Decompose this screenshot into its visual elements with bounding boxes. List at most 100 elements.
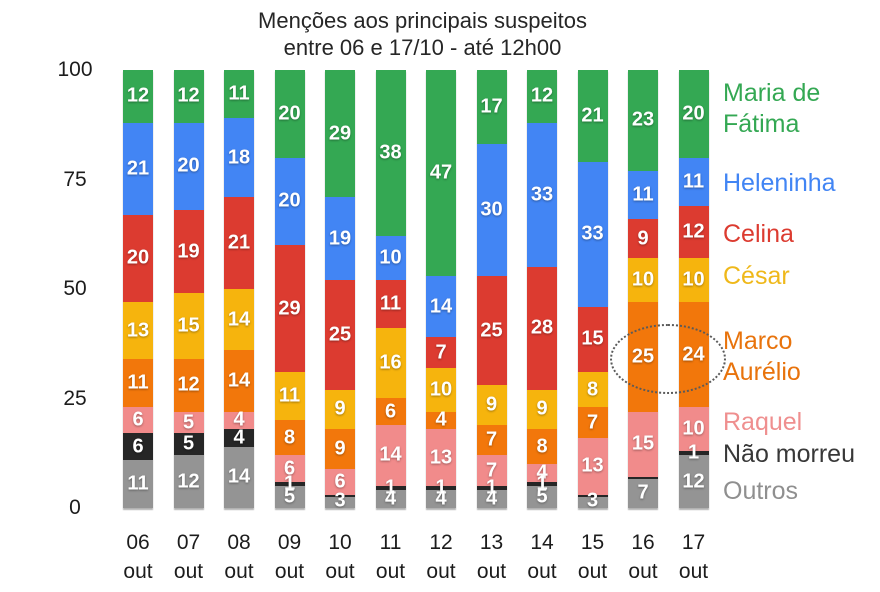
segment-marco-aurelio: 9 (325, 429, 355, 469)
segment-value-label: 10 (429, 378, 453, 401)
segment-cesar: 9 (476, 385, 507, 425)
bar-06-out: 12 21 20 13 11 6 6 11 (123, 70, 153, 508)
segment-value-label: 13 (126, 319, 150, 342)
segment-cesar: 10 (628, 258, 658, 303)
segment-value-label: 4 (384, 487, 397, 510)
segment-value-label: 10 (682, 417, 705, 440)
segment-value-label: 14 (227, 308, 251, 331)
segment-maria-de-fatima: 12 (173, 70, 204, 123)
segment-value-label: 17 (480, 95, 503, 118)
segment-maria-de-fatima: 47 (426, 70, 456, 276)
y-axis-tick-0: 0 (69, 496, 81, 519)
segment-raquel: 15 (628, 411, 658, 478)
segment-cesar: 16 (375, 328, 406, 399)
x-axis-label-12-out: 12 out (426, 531, 456, 583)
segment-marco-aurelio: 12 (173, 359, 204, 412)
segment-nao-morreu: 5 (173, 433, 204, 456)
y-axis-tick-75: 75 (63, 167, 87, 191)
segment-value-label: 11 (682, 170, 705, 193)
segment-value-label: 11 (379, 292, 402, 315)
x-axis-label-06-out: 06 out (123, 531, 153, 583)
segment-value-label: 21 (126, 157, 150, 180)
segment-celina: 29 (274, 245, 305, 373)
segment-celina: 25 (325, 280, 355, 390)
segment-cesar: 10 (426, 367, 456, 412)
segment-celina: 9 (628, 218, 658, 259)
segment-marco-aurelio: 8 (274, 420, 305, 456)
segment-marco-aurelio: 4 (426, 409, 456, 431)
segment-value-label: 6 (283, 457, 296, 480)
segment-value-label: 14 (379, 443, 402, 466)
bar-12-out: 47 14 7 10 4 13 1 4 (426, 70, 456, 510)
segment-celina: 7 (426, 337, 456, 368)
segment-value-label: 12 (126, 84, 150, 107)
segment-value-label: 4 (435, 487, 447, 510)
segment-heleninha: 21 (123, 122, 153, 215)
x-axis-label-11-out: 11 out (375, 531, 406, 583)
segment-value-label: 16 (379, 351, 402, 374)
segment-marco-aurelio: 7 (476, 424, 507, 456)
segment-value-label: 6 (384, 400, 397, 423)
segment-heleninha: 19 (325, 197, 355, 281)
segment-heleninha: 30 (476, 144, 507, 276)
bar-17-out: 20 11 12 10 24 10 1 12 (678, 70, 709, 508)
legend-item-raquel: Raquel (723, 408, 803, 436)
highlight-ellipse-annotation (610, 324, 726, 394)
segment-value-label: 11 (127, 371, 149, 394)
segment-value-label: 10 (682, 268, 705, 291)
segment-value-label: 9 (334, 437, 346, 460)
segment-nao-morreu: 6 (123, 433, 153, 460)
segment-outros: 7 (628, 477, 658, 508)
segment-value-label: 11 (632, 183, 654, 206)
segment-value-label: 7 (637, 481, 649, 504)
segment-value-label: 5 (283, 485, 296, 508)
bar-14-out: 12 33 28 9 8 4 1 5 (527, 70, 557, 508)
segment-value-label: 21 (227, 231, 251, 254)
segment-outros: 5 (274, 485, 305, 508)
x-axis-label-15-out: 15 out (577, 531, 608, 583)
segment-marco-aurelio: 8 (527, 429, 557, 465)
bar-13-out: 17 30 25 9 7 7 1 4 (476, 70, 507, 510)
segment-value-label: 9 (334, 397, 346, 420)
segment-value-label: 19 (328, 227, 352, 250)
segment-value-label: 7 (435, 341, 447, 363)
segment-cesar: 14 (224, 288, 254, 351)
segment-heleninha: 14 (426, 275, 456, 338)
legend-item-heleninha: Heleninha (723, 169, 836, 197)
segment-heleninha: 11 (678, 157, 709, 206)
segment-value-label: 11 (127, 472, 149, 495)
segment-value-label: 10 (631, 268, 655, 291)
segment-value-label: 6 (334, 470, 346, 493)
segment-value-label: 12 (682, 470, 705, 493)
segment-value-label: 21 (581, 104, 604, 127)
segment-value-label: 12 (177, 373, 200, 396)
segment-value-label: 20 (682, 102, 705, 125)
segment-value-label: 18 (227, 146, 251, 169)
segment-heleninha: 10 (375, 236, 406, 281)
segment-value-label: 5 (182, 411, 195, 434)
segment-outros: 4 (375, 488, 406, 510)
segment-raquel: 6 (123, 407, 153, 434)
segment-outros: 11 (123, 459, 153, 508)
segment-marco-aurelio: 11 (123, 359, 153, 408)
segment-value-label: 7 (485, 459, 498, 482)
segment-value-label: 20 (278, 102, 301, 125)
segment-celina: 11 (375, 280, 406, 329)
y-axis-tick-50: 50 (63, 277, 87, 300)
segment-raquel: 13 (426, 429, 456, 487)
x-axis-label-16-out: 16 out (628, 531, 658, 583)
segment-value-label: 7 (485, 428, 498, 451)
segment-marco-aurelio: 6 (375, 398, 406, 425)
segment-raquel: 10 (678, 407, 709, 452)
segment-nao-morreu: 4 (224, 426, 254, 448)
segment-value-label: 23 (631, 108, 655, 131)
segment-value-label: 15 (631, 432, 655, 455)
segment-raquel: 4 (527, 461, 557, 483)
segment-value-label: 9 (637, 227, 649, 250)
segment-celina: 12 (678, 205, 709, 259)
segment-heleninha: 33 (577, 161, 608, 307)
segment-value-label: 25 (328, 323, 352, 346)
chart-title-line1: Menções aos principais suspeitos (258, 8, 587, 33)
segment-value-label: 7 (586, 411, 599, 434)
x-axis-label-17-out: 17 out (678, 531, 709, 583)
